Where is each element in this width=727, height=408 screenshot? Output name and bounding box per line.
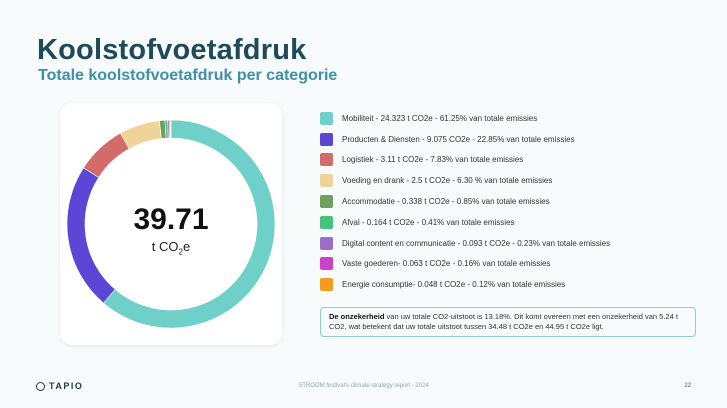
tapio-logo: TAPIO (36, 381, 83, 391)
logo-text: TAPIO (49, 381, 84, 391)
legend-swatch (320, 257, 333, 271)
legend-item: Logistiek - 3.11 t CO2e - 7.83% van tota… (320, 150, 710, 171)
legend-label: Voeding en drank - 2.5 t CO2e - 6.30 % v… (342, 176, 553, 186)
legend-item: Voeding en drank - 2.5 t CO2e - 6.30 % v… (320, 170, 710, 191)
legend-swatch (320, 174, 333, 188)
legend-swatch (320, 111, 333, 125)
unit-prefix: t CO (151, 239, 179, 254)
legend-label: Vaste goederen- 0.063 t CO2e - 0.16% van… (342, 259, 551, 269)
uncertainty-note-bold: De onzekerheid (329, 312, 385, 321)
page-subtitle: Totale koolstofvoetafdruk per categorie (38, 67, 338, 84)
tapio-logo-icon (36, 381, 45, 391)
legend-item: Vaste goederen- 0.063 t CO2e - 0.16% van… (320, 254, 710, 275)
legend-item: Afval - 0.164 t CO2e - 0.41% van totale … (320, 212, 710, 233)
legend-label: Afval - 0.164 t CO2e - 0.41% van totale … (342, 217, 515, 227)
legend-label: Logistiek - 3.11 t CO2e - 7.83% van tota… (342, 155, 524, 165)
donut-chart (66, 119, 276, 329)
donut-slice-logistiek (83, 132, 130, 178)
unit-subscript: 2 (178, 247, 183, 257)
donut-slice-mobiliteit (103, 119, 276, 329)
legend-item: Mobiliteit - 24.323 t CO2e - 61.25% van … (320, 108, 710, 129)
legend-swatch (320, 236, 333, 250)
total-emissions-unit: t CO2e (60, 239, 282, 257)
legend-swatch (320, 278, 333, 292)
donut-slice-energie-consumptie (169, 119, 172, 139)
page-number: 22 (684, 383, 691, 389)
legend-item: Energie consumptie- 0.048 t CO2e - 0.12%… (320, 274, 710, 295)
unit-suffix: e (182, 239, 191, 254)
total-emissions-value: 39.71 (133, 203, 209, 236)
donut-card: 39.71 t CO2e (60, 103, 282, 345)
legend-swatch (320, 153, 333, 167)
legend-item: Digital content en communicatie - 0.093 … (320, 233, 710, 254)
uncertainty-note: De onzekerheid van uw totale CO2-uitstoo… (320, 307, 696, 337)
uncertainty-note-text: van uw totale CO2-uitstoot is 13.18%. Di… (329, 312, 678, 331)
legend-item: Producten & Diensten - 9.075 CO2e - 22.8… (320, 129, 710, 150)
footer-text: STROOM festival's climate strategy repor… (298, 383, 429, 389)
chart-legend: Mobiliteit - 24.323 t CO2e - 61.25% van … (320, 108, 710, 295)
legend-label: Energie consumptie- 0.048 t CO2e - 0.12%… (342, 280, 566, 290)
legend-label: Mobiliteit - 24.323 t CO2e - 61.25% van … (342, 113, 538, 123)
legend-label: Digital content en communicatie - 0.093 … (342, 238, 611, 248)
legend-swatch (320, 132, 333, 146)
legend-item: Accommodatie - 0.338 t CO2e - 0.85% van … (320, 191, 710, 212)
legend-swatch (320, 195, 333, 209)
legend-label: Producten & Diensten - 9.075 CO2e - 22.8… (342, 134, 575, 144)
donut-slice-voeding-en-drank (120, 120, 162, 150)
legend-swatch (320, 215, 333, 229)
legend-label: Accommodatie - 0.338 t CO2e - 0.85% van … (342, 197, 550, 207)
page-title: Koolstofvoetafdruk (37, 34, 307, 66)
